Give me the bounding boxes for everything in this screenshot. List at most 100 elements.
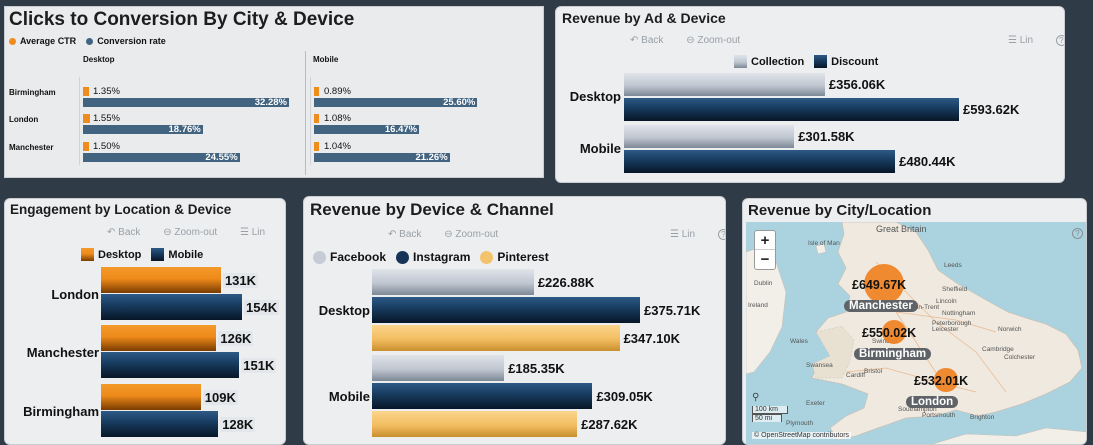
ctr-value-label: 0.89%	[324, 86, 351, 97]
location-pin-icon: ⚲	[752, 392, 760, 403]
help-icon[interactable]: ?	[1055, 35, 1064, 46]
ctr-value-label: 1.55%	[93, 113, 120, 124]
legend-label: Conversion rate	[97, 36, 166, 46]
channel-toolbar-right: ☰ Lin ?	[670, 229, 725, 240]
ctr-value-label: 1.35%	[93, 86, 120, 97]
ctr-value-label: 1.04%	[324, 141, 351, 152]
ad-plot-area: Desktop £356.06K £593.62K Mobile £301.58K £48…	[556, 7, 1064, 182]
isle-of-man-landmass	[815, 243, 827, 255]
channel-toolbar: ↶ Back ⊖ Zoom-out	[388, 229, 518, 240]
legend-label: Instagram	[413, 250, 471, 264]
channel-plot-area: Desktop £226.88K £375.71K £347.10K Mobile £18…	[304, 197, 725, 444]
conversion-bar	[314, 98, 478, 107]
map-place-label: Dublin	[754, 280, 773, 287]
legend-label: Average CTR	[20, 36, 77, 46]
legend-label: Mobile	[168, 248, 204, 261]
conversion-bar	[83, 98, 289, 107]
map-place-label: Leeds	[944, 262, 962, 269]
category-label: Manchester	[26, 345, 99, 360]
map-help-icon[interactable]: ?	[1072, 228, 1083, 239]
map-place-label: Leicester	[932, 326, 959, 333]
conversion-value-label: 16.47%	[384, 124, 418, 135]
zoom-in-button[interactable]: +	[755, 231, 775, 250]
city-bubble	[864, 264, 904, 304]
conversion-value-label: 24.55%	[205, 152, 238, 163]
zoom-out-button[interactable]: ⊖ Zoom-out	[686, 35, 741, 46]
linear-scale-button[interactable]: ☰ Lin	[1008, 35, 1034, 46]
bar-mobile	[101, 352, 240, 378]
clicks-panel-title: Clicks to Conversion By City & Device	[9, 9, 355, 30]
map-panel: Revenue by City/Location Great Britain Is…	[742, 198, 1087, 445]
zoom-out-button[interactable]: −	[760, 251, 770, 268]
lin-label: Lin	[1019, 35, 1034, 46]
zoom-out-button[interactable]: ⊖ Zoom-out	[163, 227, 218, 238]
legend-item-instagram[interactable]: Instagram	[396, 250, 470, 264]
back-button[interactable]: ↶ Back	[630, 35, 664, 46]
map-place-label: Peterborough	[932, 320, 972, 327]
value-label: £309.05K	[596, 389, 653, 404]
conversion-value-label: 18.76%	[168, 124, 201, 135]
zoom-label: Zoom-out	[174, 227, 218, 238]
bar-collection	[624, 125, 795, 148]
conversion-bar	[314, 153, 450, 162]
zoom-label: Zoom-out	[455, 229, 499, 240]
legend-item-mobile[interactable]: Mobile	[151, 248, 203, 261]
legend-item-collection[interactable]: Collection	[734, 55, 804, 68]
linear-scale-button[interactable]: ☰ Lin	[239, 227, 266, 238]
engagement-toolbar: ↶ Back ⊖ Zoom-out ☰ Lin ?	[107, 227, 285, 238]
legend-item-facebook[interactable]: Facebook	[313, 250, 386, 264]
conversion-value-label: 32.28%	[254, 97, 287, 108]
zoom-out-button[interactable]: ⊖ Zoom-out	[444, 229, 499, 240]
legend-swatch	[81, 248, 94, 261]
category-label: London	[51, 287, 99, 302]
value-label: 151K	[241, 358, 277, 373]
ctr-bar	[83, 87, 89, 96]
ctr-bar	[314, 87, 319, 96]
help-icon[interactable]: ?	[717, 229, 725, 240]
back-button[interactable]: ↶ Back	[107, 227, 141, 238]
legend-dot	[396, 250, 410, 264]
legend-item-desktop[interactable]: Desktop	[81, 248, 141, 261]
bar-mobile	[101, 294, 242, 320]
conversion-value-label: 21.26%	[415, 152, 448, 163]
map-place-label: Cardiff	[846, 372, 866, 379]
map-scale: 100 km 50 mi	[752, 406, 788, 422]
ctr-bar	[314, 142, 319, 151]
bar-desktop	[101, 325, 217, 351]
zoom-control: + −	[754, 230, 776, 270]
lin-label: Lin	[681, 229, 696, 240]
map-place-label: Brighton	[970, 414, 995, 421]
channel-panel: Revenue by Device & Channel ↶ Back ⊖ Zoo…	[303, 196, 726, 445]
wales-region	[811, 325, 855, 379]
linear-scale-button[interactable]: ☰ Lin	[670, 229, 696, 240]
engagement-legend: Desktop Mobile	[81, 248, 213, 261]
legend-label: Facebook	[330, 250, 387, 264]
value-label: £375.71K	[644, 303, 701, 318]
value-label: 154K	[244, 300, 280, 315]
map-bubble-layer: £649.67K Manchester £550.02K Birmingham £532…	[746, 222, 1086, 444]
channel-legend: Facebook Instagram Pinterest	[313, 250, 559, 264]
legend-item-ctr[interactable]: Average CTR	[9, 36, 76, 46]
legend-dot	[9, 37, 16, 45]
bar-collection	[624, 73, 825, 96]
city-value-label: £649.67K	[852, 278, 907, 292]
map-attribution[interactable]: © OpenStreetMap contributors	[752, 432, 852, 439]
legend-item-pinterest[interactable]: Pinterest	[480, 250, 549, 264]
legend-item-conversion[interactable]: Conversion rate	[86, 36, 166, 46]
map-place-label: Plymouth	[786, 420, 814, 427]
engagement-panel-title: Engagement by Location & Device	[10, 202, 232, 217]
ad-panel-title: Revenue by Ad & Device	[562, 10, 726, 26]
legend-item-discount[interactable]: Discount	[814, 55, 878, 68]
legend-swatch	[151, 248, 165, 261]
city-value-label: £532.01K	[914, 374, 969, 388]
ctr-value-label: 1.08%	[324, 113, 351, 124]
map-canvas[interactable]: Great Britain Isle of Man Dublin Ireland Lee…	[746, 222, 1086, 444]
city-bubble	[881, 319, 907, 345]
value-label: £593.62K	[963, 102, 1020, 117]
category-label: Birmingham	[23, 404, 99, 419]
facet-label-desktop: Desktop	[83, 55, 115, 64]
zoom-label: Zoom-out	[697, 35, 741, 46]
city-bubble	[934, 368, 958, 392]
back-button[interactable]: ↶ Back	[388, 229, 422, 240]
legend-dot	[313, 250, 326, 264]
